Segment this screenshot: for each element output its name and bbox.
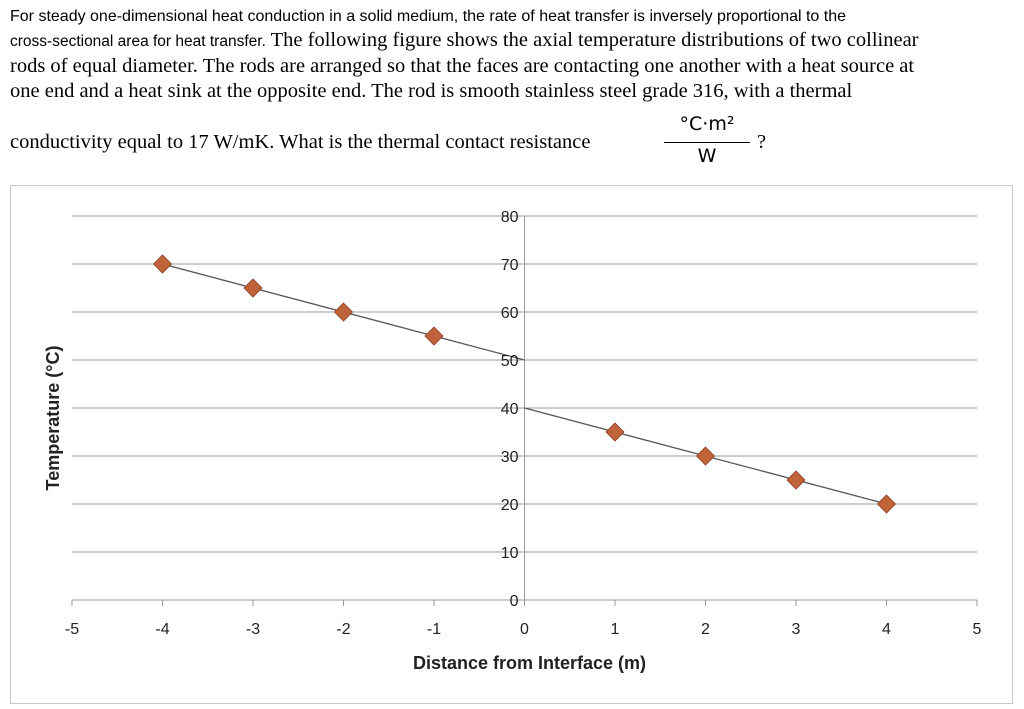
y-axis-title: Temperature (°C) [43,346,63,491]
data-point-marker [152,254,173,274]
y-tick-label: 80 [501,209,519,226]
y-tick-label: 20 [501,497,519,514]
chart-frame: 0 10 20 30 40 50 60 70 80 -5 -4 -3 -2 -1 0 1 2 3 4 5 Distanc… [10,185,1013,704]
y-tick-label: 50 [501,353,519,370]
data-point-marker [243,278,263,298]
y-tick-label: 30 [501,449,519,466]
y-tick-label: 40 [501,401,519,418]
question-mark: ? [757,131,767,153]
question-line-2: cross-sectional area for heat transfer. … [10,28,1015,54]
temperature-chart: 0 10 20 30 40 50 60 70 80 -5 -4 -3 -2 -1 0 1 2 3 4 5 Distanc… [43,209,982,673]
x-tick-label: 1 [611,621,620,638]
data-point-marker [333,302,354,322]
data-point-marker [876,494,897,514]
unit-numerator: °C·m² [679,113,735,135]
x-tick-label: 4 [882,621,891,638]
question-line-5-row: conductivity equal to 17 W/mK. What is t… [10,112,1010,172]
question-line-3: rods of equal diameter. The rods are arr… [10,55,915,77]
question-line-1: For steady one-dimensional heat conducti… [10,8,847,25]
y-tick-label: 10 [501,545,519,562]
question-line-2-sans: cross-sectional area for heat transfer. [10,33,266,50]
x-tick-label: 5 [973,621,982,638]
y-tick-label: 70 [501,257,519,274]
question-line-2-serif: The following figure shows the axial tem… [265,29,919,51]
x-tick-label: -5 [65,621,79,638]
x-tick-label: -1 [427,621,441,638]
y-tick-label: 60 [501,305,519,322]
x-tick-label: -4 [155,621,169,638]
question-text: For steady one-dimensional heat conducti… [10,6,1015,167]
fraction-bar [664,142,750,143]
x-tick-label: 2 [701,621,710,638]
data-point-marker [695,446,716,466]
y-tick-label: 0 [510,593,519,610]
data-point-marker [786,470,806,490]
unit-fraction: °C·m² W [662,112,752,170]
x-tick-label: 0 [520,621,529,638]
x-tick-label: -3 [246,621,260,638]
data-point-marker [424,326,444,346]
unit-denominator: W [697,145,717,167]
question-line-4: one end and a heat sink at the opposite … [10,80,853,102]
x-axis-title: Distance from Interface (m) [413,653,646,673]
x-tick-label: -2 [336,621,350,638]
data-point-marker [605,422,625,442]
x-tick-label: 3 [792,621,801,638]
question-line-5: conductivity equal to 17 W/mK. What is t… [10,131,591,153]
